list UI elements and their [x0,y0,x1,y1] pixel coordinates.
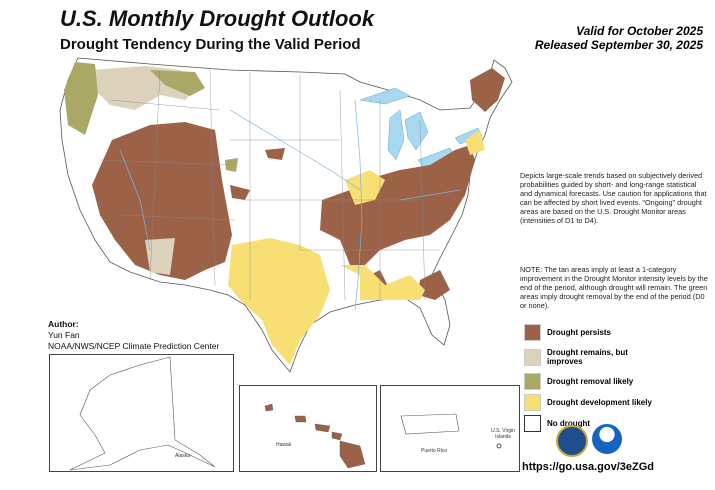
legend-item: Drought persists [524,323,652,342]
note-text: NOTE: The tan areas imply at least a 1-c… [520,265,708,311]
state-boundaries [99,69,440,301]
legend-swatch [524,373,541,390]
legend-label: Drought development likely [547,398,652,407]
release-date: Released September 30, 2025 [534,38,703,52]
author-name: Yun Fan [48,330,80,340]
noaa-logo [592,424,622,454]
legend-item: Drought development likely [524,393,652,412]
legend-label: No drought [547,419,591,428]
author-heading: Author: [48,319,79,329]
virgin-islands-label: U.S. Virgin Islands [491,428,515,440]
description-text: Depicts large-scale trends based on subj… [520,171,707,226]
alaska-inset: Alaska [49,354,234,472]
legend-item: No drought [524,414,652,433]
doc-seal-logo [556,425,588,457]
drought-development-areas [228,130,485,365]
page-title: U.S. Monthly Drought Outlook [60,6,375,31]
legend: Drought persists Drought remains, but im… [524,323,652,435]
author-block: Author: Yun Fan NOAA/NWS/NCEP Climate Pr… [48,319,219,352]
valid-period: Valid for October 2025 [576,24,703,38]
legend-label: Drought remains, but improves [547,348,628,366]
legend-label: Drought removal likely [547,377,634,386]
legend-swatch [524,394,541,411]
author-org: NOAA/NWS/NCEP Climate Prediction Center [48,341,220,351]
legend-swatch [524,324,541,341]
hawaii-label: Hawaii [276,442,292,448]
puerto-rico-map [400,413,502,449]
puerto-rico-label: Puerto Rico [421,448,448,454]
legend-swatch [524,415,541,432]
alaska-label: Alaska [175,453,191,459]
legend-item: Drought removal likely [524,372,652,391]
validity-info: Valid for October 2025 Released Septembe… [535,24,703,52]
legend-label: Drought persists [547,328,612,337]
rivers [119,99,461,311]
legend-swatch [524,348,541,366]
hawaii-inset: Hawaii [239,385,377,472]
page-subtitle: Drought Tendency During the Valid Period [60,36,361,53]
great-lakes [359,87,483,169]
legend-item: Drought remains, but improves [524,344,652,370]
alaska-map [69,356,216,471]
puerto-rico-inset: Puerto Rico U.S. Virgin Islands [380,385,520,472]
hawaii-map [264,403,366,469]
drought-removal-areas [64,62,238,172]
info-url-link[interactable]: https://go.usa.gov/3eZGd [522,461,655,473]
